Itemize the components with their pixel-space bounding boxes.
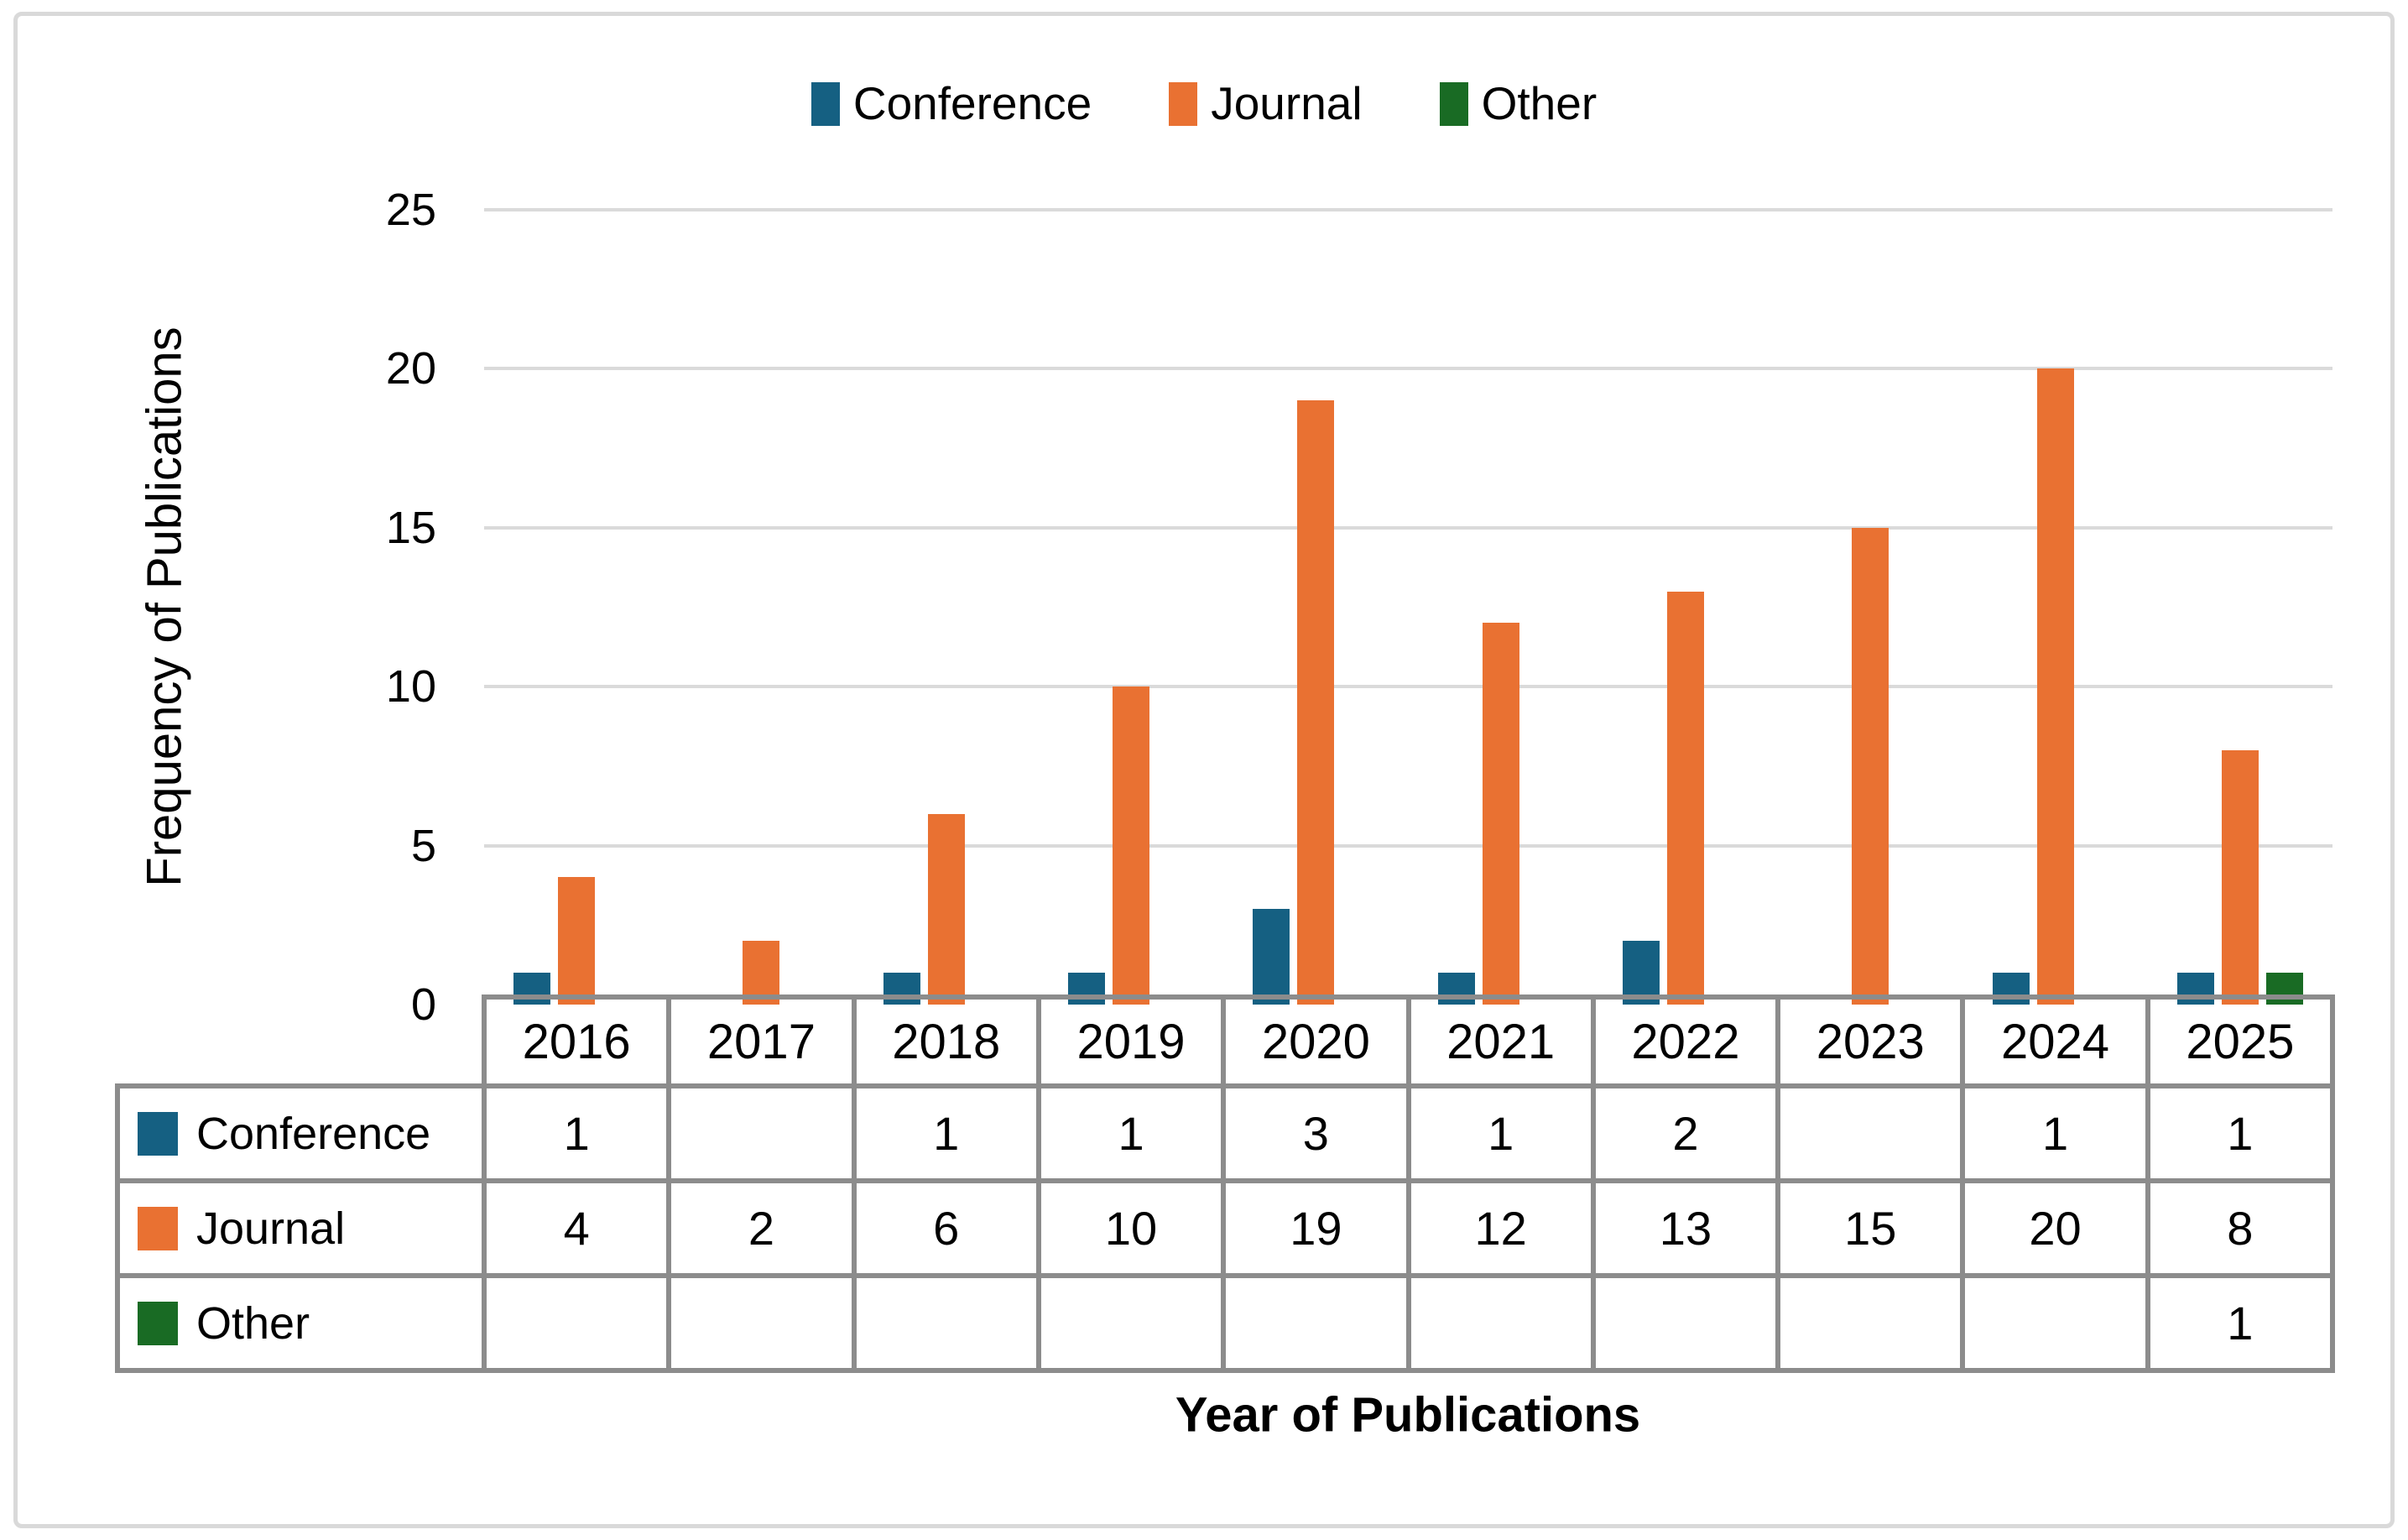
table-cell-other-2023	[1778, 1276, 1962, 1370]
table-cell-other-2020	[1223, 1276, 1408, 1370]
table-cell-other-2016	[484, 1276, 669, 1370]
table-left-edge	[115, 1086, 120, 1370]
gridline-y-20	[484, 367, 2332, 371]
table-col-line-6	[1590, 997, 1596, 1370]
table-cell-conference-2024: 1	[2041, 1107, 2069, 1160]
table-cell-journal-2018: 6	[933, 1202, 960, 1255]
table-year-header-2016: 2016	[522, 1014, 631, 1069]
table-series-label-journal: Journal	[117, 1181, 484, 1276]
table-cell-other-2019	[1039, 1276, 1223, 1370]
bar-journal-2020	[1297, 400, 1335, 1005]
table-year-header-2022: 2022	[1631, 1014, 1740, 1069]
other-swatch-icon	[1439, 81, 1468, 126]
table-cell-other-2018	[854, 1276, 1039, 1370]
gridline-y-25	[484, 208, 2332, 211]
table-row-line-4	[115, 1368, 2335, 1373]
table-cell-journal-2024: 20	[2029, 1202, 2082, 1255]
table-year-header-2021: 2021	[1446, 1014, 1556, 1069]
y-tick-label-20: 20	[385, 343, 436, 394]
table-cell-journal-2017: 2	[748, 1202, 775, 1255]
table-col-line-8	[1960, 997, 1966, 1370]
table-cell-conference-2020: 3	[1302, 1107, 1329, 1160]
legend-label: Other	[1481, 77, 1598, 129]
table-col-line-1	[666, 997, 672, 1370]
table-cell-conference-2017	[669, 1086, 853, 1181]
table-cell-other-2025: 1	[2227, 1297, 2254, 1349]
gridline-y-15	[484, 525, 2332, 530]
table-cell-conference-2022: 2	[1672, 1107, 1699, 1160]
conference-swatch-icon	[138, 1111, 178, 1156]
bar-journal-2025	[2221, 749, 2259, 1005]
y-axis-title: Frequency of Publications	[137, 326, 192, 887]
table-cell-other-2024	[1962, 1276, 2147, 1370]
table-col-line-9	[2145, 997, 2150, 1370]
gridline-y-5	[484, 843, 2332, 848]
table-year-header-2023: 2023	[1816, 1014, 1925, 1069]
table-series-name: Other	[196, 1297, 310, 1349]
bar-conference-2020	[1253, 909, 1290, 1005]
table-cell-journal-2020: 19	[1290, 1202, 1342, 1255]
bar-journal-2021	[1482, 623, 1519, 1005]
y-tick-label-10: 10	[385, 661, 436, 713]
table-cell-other-2022	[1593, 1276, 1778, 1370]
table-year-header-2024: 2024	[2001, 1014, 2110, 1069]
bar-journal-2019	[1113, 686, 1150, 1005]
y-tick-label-5: 5	[410, 820, 436, 871]
x-axis-title: Year of Publications	[1175, 1387, 1641, 1443]
y-tick-label-0: 0	[410, 979, 436, 1030]
table-col-line-4	[1221, 997, 1227, 1370]
bar-journal-2022	[1666, 591, 1704, 1005]
legend-item-journal: Journal	[1169, 77, 1363, 129]
table-year-header-2019: 2019	[1076, 1014, 1186, 1069]
table-col-line-7	[1775, 997, 1781, 1370]
legend-item-conference: Conference	[810, 77, 1092, 129]
journal-swatch-icon	[138, 1206, 178, 1250]
table-cell-conference-2016: 1	[563, 1107, 590, 1160]
bar-journal-2018	[927, 813, 965, 1005]
bar-journal-2024	[2036, 368, 2074, 1005]
table-cell-conference-2019: 1	[1118, 1107, 1144, 1160]
bar-journal-2016	[558, 877, 596, 1005]
table-series-label-conference: Conference	[117, 1086, 484, 1181]
other-swatch-icon	[138, 1301, 178, 1345]
table-year-header-2017: 2017	[706, 1014, 816, 1069]
table-series-label-other: Other	[117, 1276, 484, 1370]
table-cell-other-2017	[669, 1276, 853, 1370]
table-cell-journal-2022: 13	[1659, 1202, 1712, 1255]
table-cell-conference-2025: 1	[2227, 1107, 2254, 1160]
table-cell-conference-2021: 1	[1488, 1107, 1514, 1160]
table-cell-conference-2023	[1778, 1086, 1962, 1181]
table-col-line-5	[1405, 997, 1411, 1370]
table-cell-journal-2019: 10	[1104, 1202, 1158, 1255]
bar-journal-2023	[1852, 527, 1889, 1005]
table-year-header-2020: 2020	[1261, 1014, 1370, 1069]
gridline-y-10	[484, 685, 2332, 689]
table-col-line-3	[1035, 997, 1041, 1370]
y-tick-label-15: 15	[385, 502, 436, 553]
legend-label: Journal	[1211, 77, 1363, 129]
table-col-line-10	[2330, 997, 2335, 1370]
table-col-line-0	[482, 997, 487, 1370]
conference-swatch-icon	[810, 81, 840, 126]
table-cell-other-2021	[1409, 1276, 1593, 1370]
table-year-header-2018: 2018	[892, 1014, 1001, 1069]
chart-legend: Conference Journal Other	[0, 81, 2408, 127]
y-tick-label-25: 25	[385, 185, 436, 235]
table-series-name: Conference	[196, 1108, 431, 1159]
table-cell-journal-2021: 12	[1474, 1202, 1527, 1255]
journal-swatch-icon	[1169, 81, 1198, 126]
table-year-header-2025: 2025	[2186, 1014, 2295, 1069]
legend-item-other: Other	[1439, 77, 1598, 129]
legend-label: Conference	[852, 77, 1092, 129]
table-cell-journal-2023: 15	[1844, 1202, 1897, 1255]
figure-border	[13, 12, 2395, 1528]
bar-conference-2022	[1622, 941, 1660, 1005]
table-col-line-2	[851, 997, 857, 1370]
table-cell-journal-2025: 8	[2227, 1202, 2254, 1255]
table-cell-conference-2018: 1	[933, 1107, 960, 1160]
table-series-name: Journal	[196, 1203, 346, 1254]
bar-journal-2017	[743, 941, 780, 1005]
table-cell-journal-2016: 4	[563, 1202, 590, 1255]
